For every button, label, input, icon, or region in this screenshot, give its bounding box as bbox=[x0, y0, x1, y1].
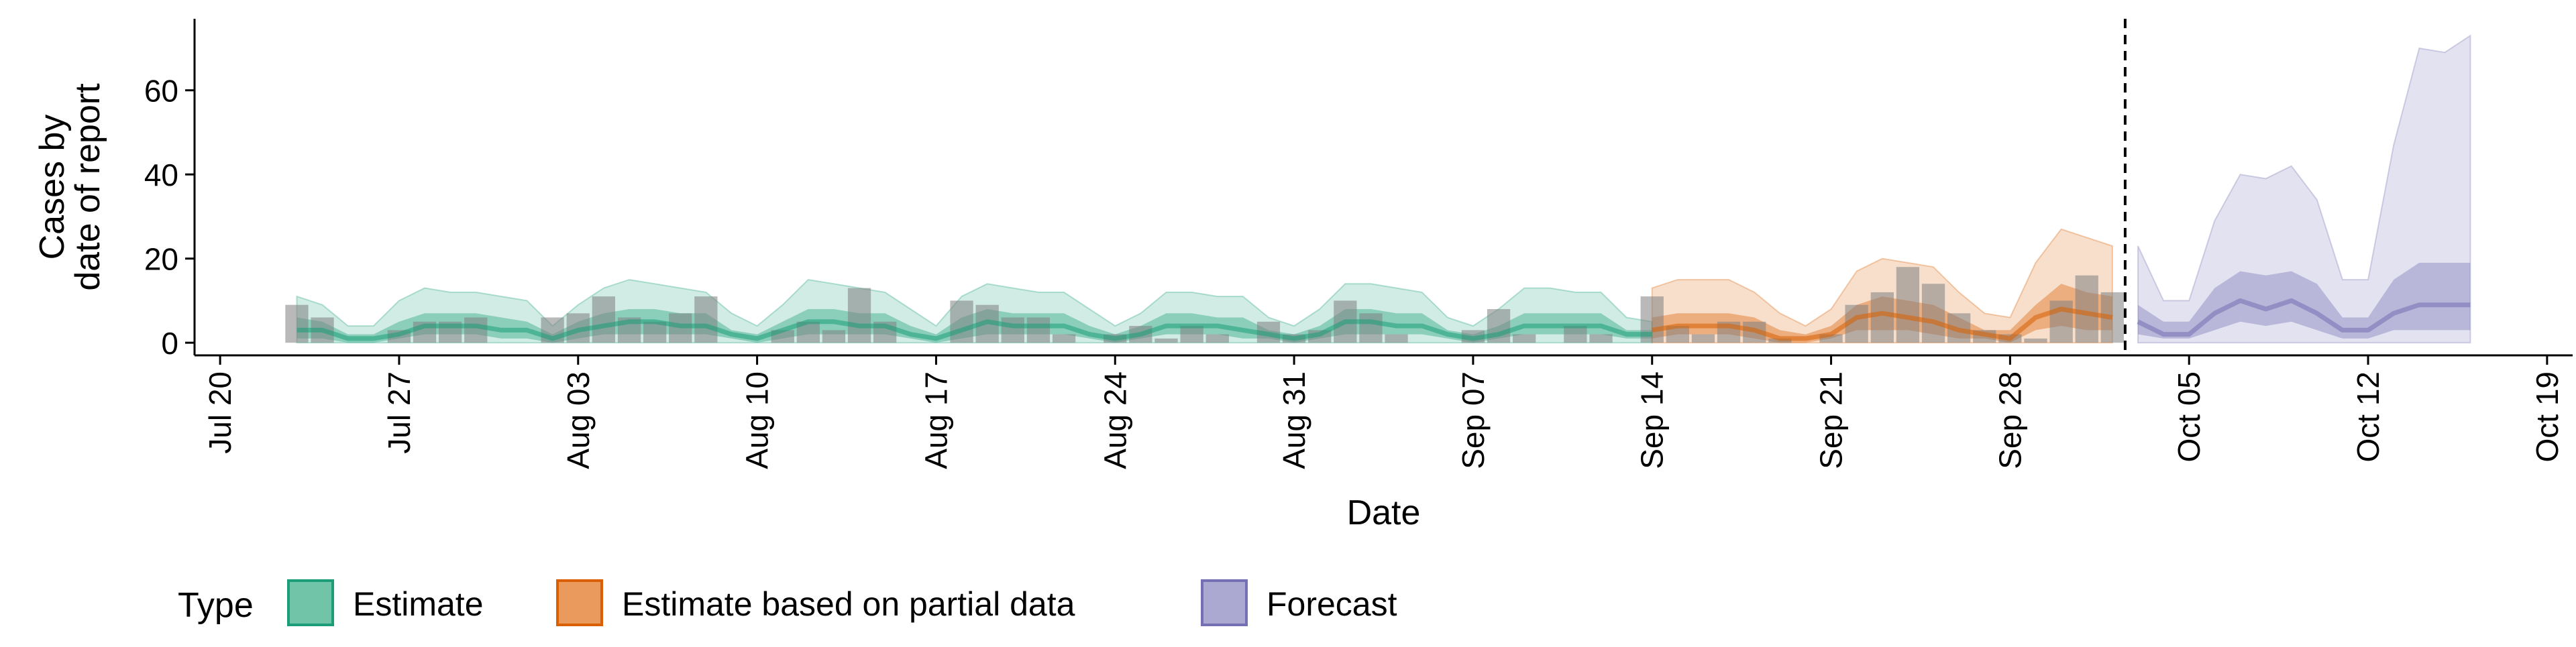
x-tick-label: Sep 07 bbox=[1456, 371, 1491, 469]
case-bar bbox=[1205, 334, 1229, 343]
case-bar bbox=[1001, 317, 1024, 343]
y-tick-label: 60 bbox=[144, 74, 178, 109]
x-tick-label: Jul 20 bbox=[203, 371, 237, 454]
case-bar bbox=[2024, 338, 2047, 343]
case-bar bbox=[694, 296, 718, 343]
y-axis-title-line-2: date of report bbox=[68, 83, 107, 291]
y-tick-label: 0 bbox=[161, 326, 178, 361]
legend-key-label: Forecast bbox=[1267, 585, 1397, 623]
x-tick-label: Aug 17 bbox=[918, 371, 953, 469]
x-tick-label: Aug 03 bbox=[561, 371, 596, 469]
case-bar bbox=[464, 317, 488, 343]
forecast-band-90 bbox=[2137, 34, 2471, 344]
y-tick-label: 20 bbox=[144, 242, 178, 277]
x-ticks: Jul 20 Jul 27 Aug 03 Aug 10 Aug 17 Aug 24 Aug … bbox=[203, 355, 2565, 469]
x-tick-label: Oct 05 bbox=[2171, 371, 2206, 463]
legend: Type Estimate Estimate based on partial d… bbox=[178, 579, 1397, 626]
x-tick-label: Sep 28 bbox=[1992, 371, 2027, 469]
x-tick-label: Aug 24 bbox=[1097, 371, 1132, 469]
legend-key-swatch bbox=[287, 579, 334, 626]
legend-key-label: Estimate based on partial data bbox=[622, 585, 1075, 623]
median-lines bbox=[297, 298, 2471, 341]
case-bar bbox=[1564, 326, 1587, 343]
axes: 0 20 40 60 Jul 20 Jul 27 Aug 03 Aug 10 Aug 17 Au… bbox=[144, 19, 2573, 469]
case-bar bbox=[285, 304, 309, 343]
case-bar bbox=[1359, 313, 1383, 343]
case-bar bbox=[1513, 334, 1536, 343]
forecast-median-line bbox=[2137, 298, 2471, 337]
legend-key-label: Estimate bbox=[353, 585, 484, 623]
x-axis-title: Date bbox=[1347, 493, 1421, 532]
case-bar bbox=[1026, 317, 1051, 343]
case-bar bbox=[1896, 267, 1920, 343]
y-tick-label: 40 bbox=[144, 158, 178, 192]
y-axis-title-line-1: Cases by bbox=[33, 115, 72, 260]
case-bar bbox=[950, 300, 973, 343]
case-bar bbox=[1155, 338, 1178, 343]
x-tick-label: Sep 14 bbox=[1635, 371, 1670, 469]
legend-title: Type bbox=[178, 586, 254, 625]
legend-items: Estimate Estimate based on partial data Fo… bbox=[287, 579, 1397, 626]
case-bar bbox=[1180, 326, 1203, 343]
uncertainty-bands bbox=[296, 34, 2471, 344]
case-bar bbox=[1052, 334, 1076, 343]
estimate-based-on-partial-data-median-line bbox=[1652, 306, 2113, 341]
estimate-median-line bbox=[297, 319, 1652, 341]
case-bar bbox=[1589, 334, 1613, 343]
x-tick-label: Aug 31 bbox=[1277, 371, 1311, 469]
case-bar bbox=[2075, 275, 2098, 343]
x-tick-label: Oct 12 bbox=[2351, 371, 2385, 463]
x-tick-label: Aug 10 bbox=[740, 371, 775, 469]
legend-key-swatch bbox=[556, 579, 603, 626]
legend-key-swatch bbox=[1201, 579, 1248, 626]
x-tick-label: Sep 21 bbox=[1814, 371, 1849, 469]
x-tick-label: Jul 27 bbox=[382, 371, 417, 454]
case-bar bbox=[1385, 334, 1408, 343]
y-ticks: 0 20 40 60 bbox=[144, 74, 195, 361]
case-bar bbox=[847, 288, 871, 343]
case-bar bbox=[1921, 284, 1945, 343]
case-bar bbox=[1691, 334, 1715, 343]
x-tick-label: Oct 19 bbox=[2530, 371, 2565, 463]
case-bar bbox=[822, 330, 846, 343]
case-bar bbox=[1870, 292, 1894, 343]
case-bar bbox=[592, 296, 615, 343]
